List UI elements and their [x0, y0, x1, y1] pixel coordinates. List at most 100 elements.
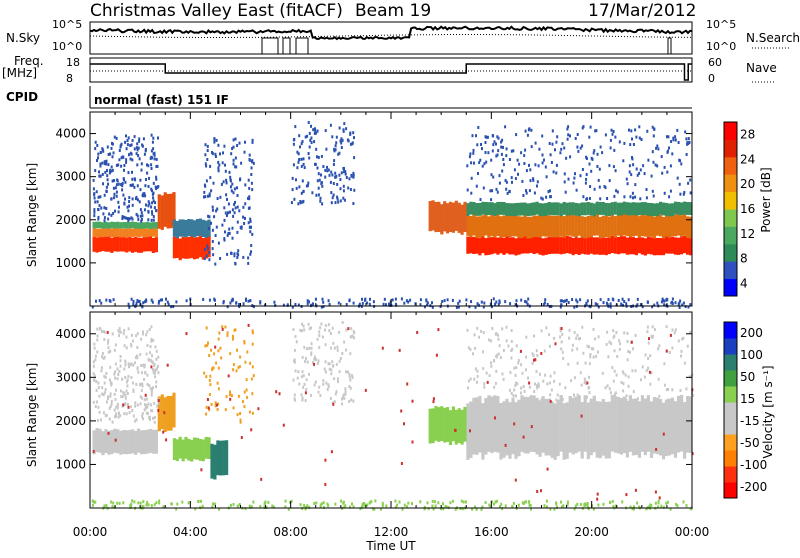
- power-scatter-point: [121, 184, 124, 188]
- velocity-echo-cell: [104, 429, 108, 453]
- velocity-scatter-point: [336, 377, 339, 381]
- power-scatter-point: [569, 134, 571, 138]
- freq-trace: [90, 63, 692, 81]
- power-scatter-point: [298, 158, 301, 161]
- velocity-scatter-point: [140, 389, 143, 393]
- velocity-scatter-point: [145, 411, 148, 415]
- power-echo-cell: [634, 214, 638, 236]
- velocity-scatter-point: [96, 338, 99, 342]
- power-scatter-point: [510, 149, 513, 153]
- velocity-scatter-point: [94, 405, 97, 408]
- power-echo-cell: [595, 213, 599, 236]
- velocity-scatter-point: [573, 507, 576, 511]
- velocity-scatter-point: [581, 325, 584, 329]
- velocity-scatter-point: [602, 502, 605, 506]
- power-scatter-point: [638, 136, 641, 140]
- velocity-scatter-point: [520, 396, 523, 400]
- power-scatter-point: [102, 149, 105, 153]
- velocity-scatter-point: [419, 500, 422, 504]
- power-scatter-point: [618, 140, 621, 144]
- power-scatter-point: [224, 163, 226, 167]
- power-scatter-point: [302, 199, 305, 203]
- power-scatter-point: [689, 191, 692, 195]
- velocity-scatter-point: [94, 500, 97, 504]
- velocity-scatter-point: [115, 412, 118, 416]
- power-scatter-point: [249, 230, 252, 234]
- velocity-scatter-point: [330, 368, 333, 372]
- velocity-scatter-point: [213, 502, 216, 506]
- power-scatter-point: [545, 195, 548, 199]
- velocity-scatter-point: [284, 505, 287, 509]
- velocity-scatter-point: [608, 340, 611, 344]
- nsearch-label: N.Search: [746, 31, 800, 45]
- power-echo-cell: [137, 222, 141, 229]
- velocity-scatter-point: [128, 411, 131, 414]
- freq-tick-low: 8: [66, 72, 73, 85]
- power-scatter-point: [674, 135, 677, 139]
- velocity-scatter-point: [152, 416, 154, 420]
- velocity-echo-cell: [163, 397, 167, 433]
- velocity-scatter-point: [497, 333, 499, 337]
- velocity-scatter-point: [236, 413, 239, 417]
- power-scatter-point: [136, 214, 139, 218]
- power-scatter-point: [332, 193, 335, 197]
- power-scatter-point: [668, 146, 670, 150]
- velocity-scatter-point: [584, 379, 587, 383]
- power-scatter-point: [530, 145, 533, 149]
- velocity-scatter-point: [217, 402, 220, 406]
- velocity-scatter-point: [132, 363, 135, 367]
- velocity-echo-cell: [122, 430, 126, 454]
- velocity-scatter-point: [636, 501, 639, 505]
- velocity-scatter-point: [150, 325, 153, 329]
- velocity-scatter-point: [665, 349, 668, 353]
- power-scatter-point: [97, 208, 100, 212]
- power-scatter-point: [579, 298, 582, 302]
- velocity-scatter-point: [535, 349, 538, 353]
- power-scatter-point: [481, 164, 484, 168]
- velocity-echo-cell: [529, 395, 533, 452]
- power-scatter-point: [175, 300, 178, 304]
- power-scatter-point: [669, 164, 672, 168]
- velocity-scatter-point: [315, 501, 318, 505]
- power-scatter-point: [575, 298, 578, 302]
- power-echo-cell: [619, 236, 623, 254]
- power-scatter-point: [135, 212, 138, 216]
- power-echo-cell: [490, 202, 494, 215]
- velocity-scatter-point: [239, 420, 242, 424]
- velocity-scatter-point: [153, 420, 156, 424]
- velocity-scatter-point: [530, 507, 532, 511]
- power-scatter-point: [567, 133, 570, 137]
- power-scatter-point: [663, 299, 666, 303]
- power-scatter-point: [551, 142, 554, 146]
- power-echo-cell: [613, 216, 617, 238]
- velocity-scatter-point: [549, 399, 552, 403]
- power-scatter-point: [544, 298, 547, 302]
- power-scatter-point: [111, 155, 114, 159]
- power-scatter-point: [473, 161, 475, 165]
- power-scatter-point: [668, 195, 671, 199]
- power-scatter-point: [340, 137, 343, 141]
- velocity-scatter-point: [400, 409, 403, 413]
- velocity-scatter-point: [566, 500, 569, 504]
- velocity-scatter-point: [432, 397, 435, 401]
- velocity-scatter-point: [349, 352, 352, 356]
- power-scatter-point: [293, 137, 296, 141]
- power-scatter-point: [635, 135, 638, 139]
- power-scatter-point: [125, 160, 128, 164]
- velocity-scatter-point: [691, 393, 694, 397]
- velocity-scatter-point: [103, 504, 106, 508]
- power-scatter-point: [204, 143, 207, 147]
- power-echo-cell: [172, 219, 176, 237]
- velocity-scatter-point: [175, 507, 178, 511]
- power-scatter-point: [100, 206, 103, 210]
- velocity-scatter-point: [299, 503, 302, 507]
- velocity-scatter-point: [210, 348, 213, 352]
- power-scatter-point: [103, 219, 106, 223]
- power-scatter-point: [229, 301, 232, 305]
- power-scatter-point: [248, 197, 251, 201]
- velocity-scatter-point: [658, 394, 661, 398]
- velocity-scatter-point: [243, 341, 246, 345]
- velocity-scatter-point: [500, 502, 503, 506]
- power-scatter-point: [109, 152, 112, 156]
- power-scatter-point: [684, 130, 687, 134]
